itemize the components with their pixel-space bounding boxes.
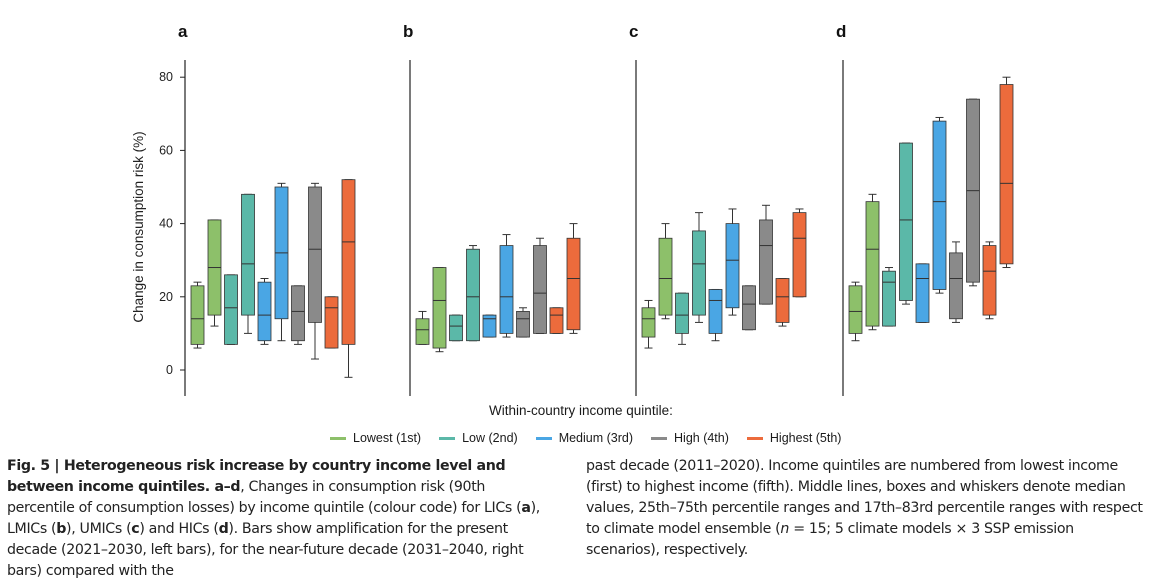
box-present bbox=[882, 270, 896, 327]
box-present bbox=[675, 292, 689, 334]
legend-label: High (4th) bbox=[674, 431, 729, 445]
box-future bbox=[499, 245, 514, 334]
box-present bbox=[915, 263, 930, 323]
legend: Lowest (1st) Low (2nd) Medium (3rd) High… bbox=[330, 431, 841, 445]
caption-text: past decade (2011–2020). Income quintile… bbox=[586, 458, 1143, 537]
box-future bbox=[341, 179, 356, 345]
box-present bbox=[848, 285, 863, 334]
legend-label: Highest (5th) bbox=[769, 431, 842, 445]
box-present bbox=[982, 245, 997, 316]
y-axis-label: Change in consumption risk (%) bbox=[131, 131, 146, 322]
box-present bbox=[224, 274, 238, 345]
box-present bbox=[190, 285, 205, 345]
box-present bbox=[775, 278, 790, 323]
box-present bbox=[549, 307, 564, 334]
legend-label: Medium (3rd) bbox=[558, 431, 634, 445]
legend-label: Lowest (1st) bbox=[353, 431, 422, 445]
legend-swatch bbox=[535, 436, 552, 440]
legend-swatch bbox=[439, 436, 456, 440]
box-present bbox=[449, 314, 463, 342]
box-present bbox=[482, 314, 497, 338]
box-future bbox=[865, 201, 880, 327]
box-future bbox=[566, 237, 581, 331]
box-future bbox=[432, 267, 447, 349]
caption-text: ), LMICs ( bbox=[7, 500, 540, 537]
box-plot-chart: 0 20 40 60 80 Change in consumption risk (%) a… bbox=[131, 22, 1014, 396]
legend-item-highest: Highest (5th) bbox=[746, 431, 842, 445]
box-present bbox=[742, 285, 756, 331]
caption-text: ) and HICs ( bbox=[139, 521, 219, 537]
box-present bbox=[324, 296, 339, 349]
panel-label: d bbox=[836, 22, 846, 41]
box-present bbox=[641, 307, 656, 338]
panel-label: c bbox=[629, 22, 638, 41]
x-axis-label: Within-country income quintile: bbox=[489, 403, 673, 418]
y-tick-label: 80 bbox=[159, 70, 173, 84]
caption-text: , Changes in consumption risk (90th perc… bbox=[7, 479, 522, 516]
legend-item-low: Low (2nd) bbox=[439, 431, 518, 445]
box-present bbox=[291, 285, 305, 342]
y-tick-label: 0 bbox=[166, 363, 173, 377]
box-future bbox=[533, 245, 547, 334]
y-tick-label: 60 bbox=[159, 143, 173, 157]
box-present bbox=[415, 318, 430, 345]
caption-title: Fig. 5 | Heterogeneous risk increase by … bbox=[7, 458, 506, 495]
box-future bbox=[899, 142, 913, 301]
caption-n: n bbox=[780, 521, 790, 537]
box-future bbox=[999, 84, 1014, 265]
y-tick-label: 20 bbox=[159, 290, 173, 304]
figure-caption-left: Fig. 5 | Heterogeneous risk increase by … bbox=[7, 456, 547, 582]
box-future bbox=[932, 120, 947, 290]
caption-ref: b bbox=[56, 521, 67, 537]
legend-label: Low (2nd) bbox=[462, 431, 518, 445]
legend-swatch bbox=[651, 436, 668, 440]
box-future bbox=[308, 186, 322, 323]
box-present bbox=[708, 289, 723, 334]
caption-ref: d bbox=[218, 521, 229, 537]
legend-item-medium: Medium (3rd) bbox=[535, 431, 634, 445]
caption-text: ), UMICs ( bbox=[66, 521, 132, 537]
caption-ref: a bbox=[521, 500, 531, 516]
box-future bbox=[692, 230, 706, 316]
legend-item-high: High (4th) bbox=[651, 431, 729, 445]
legend-swatch bbox=[746, 436, 763, 440]
box-future bbox=[466, 248, 480, 342]
box-present bbox=[516, 311, 530, 338]
panel-label: b bbox=[403, 22, 413, 41]
box-future bbox=[792, 212, 807, 298]
box-present bbox=[949, 252, 963, 320]
y-tick-label: 40 bbox=[159, 217, 173, 231]
box-future bbox=[241, 193, 255, 316]
box-present bbox=[257, 281, 272, 342]
caption-text: = 15; 5 climate models × 3 SSP emission … bbox=[586, 521, 1074, 558]
box-future bbox=[759, 219, 773, 305]
figure-caption-right: past decade (2011–2020). Income quintile… bbox=[586, 456, 1146, 561]
panel-label: a bbox=[178, 22, 188, 41]
legend-swatch bbox=[330, 436, 346, 440]
box-future bbox=[658, 237, 673, 316]
caption-ref: c bbox=[131, 521, 140, 537]
legend-item-lowest: Lowest (1st) bbox=[330, 431, 421, 445]
box-future bbox=[725, 223, 740, 309]
